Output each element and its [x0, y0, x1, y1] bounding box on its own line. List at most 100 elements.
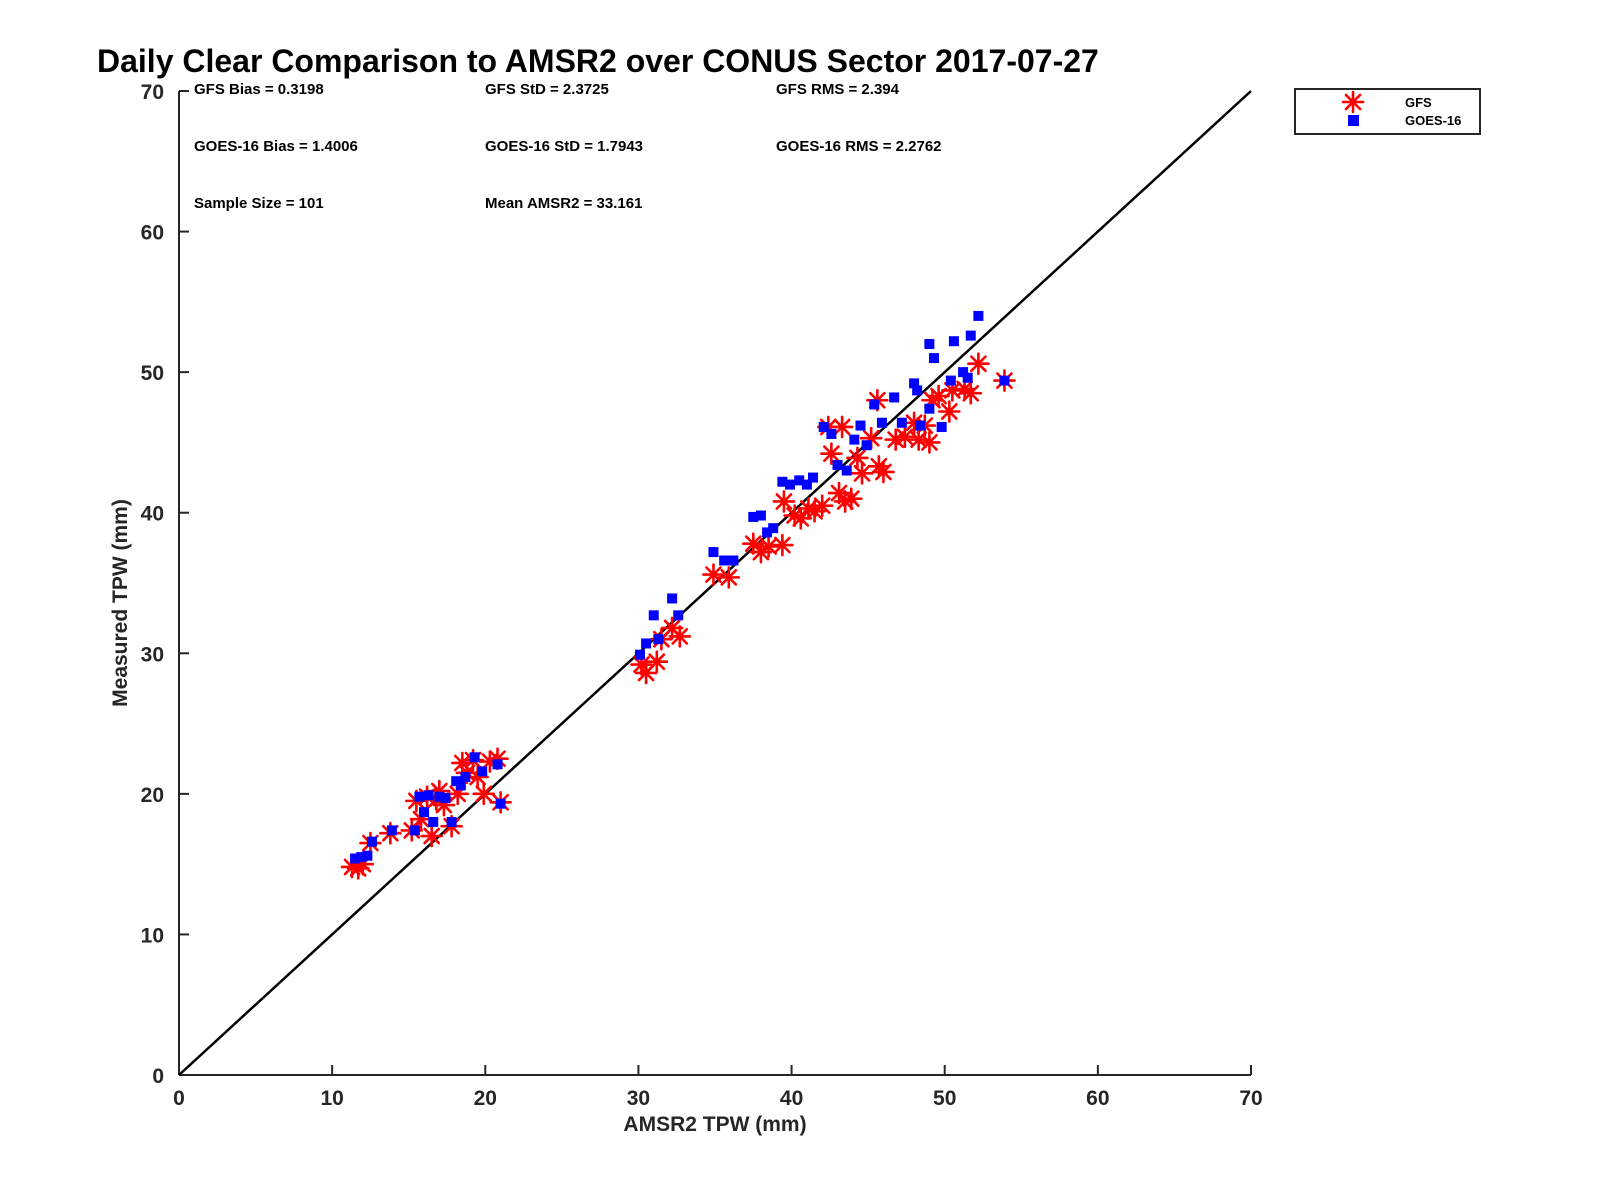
gfs-point: [967, 352, 990, 376]
goes-point: [667, 593, 678, 604]
ticks-layer: 0 10 20 30 40 50 60 70 0 10 20 30 40 50 60 70: [141, 81, 1263, 1110]
goes-point: [708, 547, 719, 558]
x-tick-label: 40: [780, 1087, 803, 1110]
goes-point: [460, 771, 471, 782]
goes-point: [362, 850, 373, 861]
one-to-one-line: [178, 90, 1252, 1076]
gfs-point: [668, 625, 692, 648]
goes-point: [855, 420, 866, 431]
goes-point: [748, 511, 759, 522]
legend-goes-label: GOES-16: [1405, 113, 1461, 128]
goes-point: [414, 791, 425, 802]
gfs-point: [702, 563, 725, 586]
goes-point: [936, 421, 947, 432]
stat-mean-amsr2: Mean AMSR2 = 33.161: [485, 195, 642, 212]
goes-point: [777, 476, 788, 487]
gfs-point: [810, 494, 834, 517]
gfs-point: [717, 566, 741, 589]
goes-point: [965, 330, 976, 341]
gfs-point: [645, 650, 669, 674]
y-tick-label: 70: [141, 81, 164, 104]
goes-point: [818, 421, 829, 432]
goes-point: [653, 634, 664, 645]
goes-point: [423, 790, 434, 801]
goes-point: [440, 793, 451, 804]
goes-point: [762, 527, 773, 538]
goes-point: [924, 403, 935, 414]
y-tick-label: 30: [141, 643, 164, 666]
goes-point: [719, 555, 730, 566]
legend-gfs-label: GFS: [1405, 95, 1432, 110]
gfs-point: [820, 442, 843, 465]
gfs-point: [959, 381, 983, 405]
goes-point: [889, 392, 900, 403]
y-tick-label: 60: [141, 222, 164, 245]
goes-point: [492, 759, 503, 770]
stat-goes-std: GOES-16 StD = 1.7943: [485, 138, 643, 155]
gfs-point: [850, 462, 874, 485]
goes-point: [861, 440, 872, 451]
goes-point: [948, 336, 959, 347]
stat-sample-size: Sample Size = 101: [194, 195, 324, 212]
gfs-point: [918, 431, 941, 454]
gfs-point: [884, 428, 908, 451]
goes-point: [928, 353, 939, 364]
x-tick-label: 50: [933, 1087, 956, 1110]
goes-point: [896, 417, 907, 428]
y-tick-label: 0: [152, 1065, 164, 1088]
goes-point: [469, 752, 480, 763]
x-axis-label: AMSR2 TPW (mm): [623, 1113, 806, 1136]
goes-point: [826, 428, 837, 439]
stat-gfs-rms: GFS RMS = 2.394: [776, 81, 900, 98]
legend-goes-marker: [1348, 115, 1359, 126]
legend: GFS GOES-16: [1294, 88, 1481, 135]
stat-goes-bias: GOES-16 Bias = 1.4006: [194, 138, 358, 155]
gfs-point: [938, 400, 961, 423]
x-tick-label: 0: [173, 1087, 185, 1110]
gfs-point: [893, 425, 917, 449]
reference-layer: [178, 90, 1252, 1076]
chart-title: Daily Clear Comparison to AMSR2 over CON…: [97, 43, 1099, 79]
x-tick-label: 60: [1086, 1087, 1109, 1110]
goes-point: [673, 610, 684, 621]
gfs-point: [846, 446, 869, 470]
gfs-point: [839, 487, 863, 510]
gfs-point: [872, 460, 895, 484]
goes-point: [455, 780, 466, 791]
goes-point: [419, 807, 430, 818]
y-tick-label: 10: [141, 924, 164, 947]
gfs-point: [772, 490, 796, 513]
goes-point: [768, 523, 779, 534]
gfs-point: [771, 533, 794, 557]
goes-point: [434, 791, 445, 802]
gfs-point: [830, 415, 854, 439]
goes-point: [495, 798, 506, 809]
x-tick-label: 20: [474, 1087, 497, 1110]
legend-gfs-marker: [1341, 90, 1365, 114]
stat-gfs-bias: GFS Bias = 0.3198: [194, 81, 324, 98]
goes-point: [409, 825, 420, 836]
goes-point: [648, 610, 659, 621]
stat-gfs-std: GFS StD = 2.3725: [485, 81, 609, 98]
goes-point: [641, 638, 652, 649]
goes-point: [915, 420, 926, 431]
goes-point: [909, 378, 920, 389]
y-tick-label: 40: [141, 503, 164, 526]
goes-point: [912, 385, 923, 396]
goes-point: [958, 367, 969, 378]
goes-point: [973, 310, 984, 321]
goes-point: [849, 434, 860, 445]
goes-point: [801, 479, 812, 490]
x-tick-label: 10: [320, 1087, 343, 1110]
gfs-point: [757, 535, 780, 558]
goes-series: [350, 310, 1010, 864]
goes-point: [634, 649, 645, 660]
goes-point: [728, 555, 739, 566]
goes-point: [832, 459, 843, 470]
goes-point: [477, 766, 488, 777]
x-tick-label: 30: [627, 1087, 650, 1110]
goes-point: [386, 825, 397, 836]
goes-point: [755, 510, 766, 521]
goes-point: [876, 417, 887, 428]
